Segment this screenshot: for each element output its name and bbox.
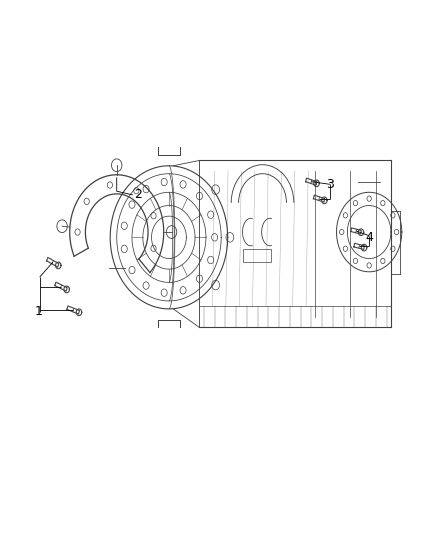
FancyBboxPatch shape [243,249,271,262]
Text: 2: 2 [134,189,142,201]
Text: 4: 4 [365,231,373,244]
Text: 1: 1 [35,305,42,318]
Text: 3: 3 [326,178,334,191]
